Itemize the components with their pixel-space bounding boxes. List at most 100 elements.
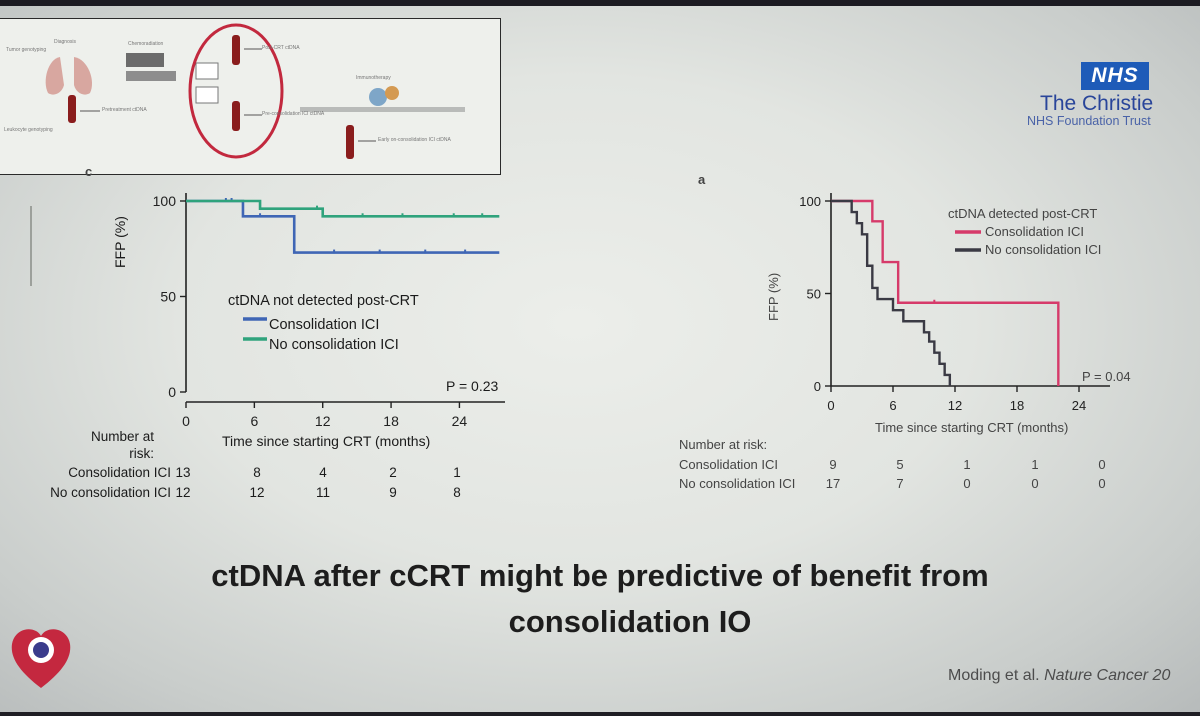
left-y-tick-label: 100 (153, 193, 177, 209)
right-x-axis-label: Time since starting CRT (months) (875, 420, 1069, 435)
headline-line-2: consolidation IO (508, 604, 752, 639)
right-series-line-1 (831, 199, 952, 386)
blood-tube-1 (68, 95, 76, 123)
right-risk-count: 0 (963, 476, 971, 491)
panel-letter-right: a (698, 172, 706, 187)
highlight-circle (188, 23, 284, 159)
left-p-value: P = 0.23 (446, 378, 499, 394)
photo-top-edge (0, 0, 1200, 6)
left-risk-count: 2 (389, 465, 397, 480)
panel-letter-left: c (85, 164, 93, 179)
left-series (186, 198, 500, 341)
schematic-label: Pretreatment ctDNA (102, 107, 147, 113)
left-risk-count: 8 (453, 485, 461, 500)
right-risk-count: 17 (825, 476, 841, 491)
left-legend-title: ctDNA not detected post-CRT (228, 293, 419, 309)
blood-tube-3 (232, 101, 240, 131)
blood-tube-4 (346, 125, 354, 159)
right-legend-label-no-consolidation: No consolidation ICI (985, 242, 1102, 257)
citation-authors: Moding et al. (948, 667, 1040, 684)
schematic-label: Leukocyte genotyping (4, 127, 53, 133)
left-risk-header: Number at risk: (90, 429, 154, 461)
citation: Moding et al. Nature Cancer 20 (948, 667, 1170, 685)
study-schematic-inset: Tumor genotyping Diagnosis Leukocyte gen… (0, 18, 501, 175)
citation-journal: Nature Cancer 20 (1044, 667, 1171, 684)
slide-edge-mark (30, 206, 32, 286)
org-subtitle: NHS Foundation Trust (1027, 114, 1151, 128)
schematic-drawing (45, 23, 465, 159)
right-legend-label-consolidation: Consolidation ICI (985, 224, 1084, 239)
right-risk-count: 1 (1031, 457, 1039, 472)
headline-line-1: ctDNA after cCRT might be predictive of … (211, 558, 989, 593)
heart-logo (11, 629, 71, 688)
immune-cell-1 (369, 88, 387, 106)
left-risk-count: 12 (249, 485, 265, 500)
right-series-line-0 (831, 199, 1060, 386)
right-risk-count: 1 (963, 457, 971, 472)
schematic-label: Post-CRT ctDNA (262, 45, 300, 51)
left-x-tick-label: 6 (250, 413, 258, 429)
left-risk-count: 4 (319, 465, 327, 480)
right-x-tick-label: 0 (827, 398, 834, 413)
left-risk-count: 11 (315, 485, 330, 500)
lung-left-shape (45, 57, 64, 95)
schedule-box-2 (195, 86, 219, 104)
schematic-label: Pre-consolidation ICI ctDNA (262, 111, 325, 117)
right-y-tick-label: 100 (799, 194, 821, 209)
right-risk-count: 0 (1031, 476, 1039, 491)
ct-machine-bed (126, 71, 176, 81)
right-risk-count: 0 (1098, 457, 1106, 472)
right-y-axis-label: FFP (%) (766, 272, 781, 321)
right-risk-header: Number at risk: (679, 437, 768, 452)
immune-cell-2 (385, 86, 399, 100)
right-risk-count: 5 (896, 457, 904, 472)
schematic-label: Chemoradiation (128, 41, 164, 47)
schematic-label: Tumor genotyping (6, 47, 47, 53)
left-x-tick-label: 12 (315, 413, 331, 429)
right-risk-count: 7 (896, 476, 904, 491)
left-risk-count: 1 (453, 465, 461, 480)
left-axes: 0 50 100 0 6 12 18 24 (153, 193, 505, 429)
left-risk-count: 8 (253, 465, 261, 480)
org-name: The Christie (1040, 92, 1154, 115)
schematic-label: Immunotherapy (356, 75, 391, 81)
right-y-tick-label: 0 (814, 379, 821, 394)
left-x-tick-label: 0 (182, 413, 190, 429)
right-x-tick-label: 18 (1010, 398, 1024, 413)
lung-right-shape (74, 57, 93, 95)
km-plot-ctdna-detected: 0 50 100 0 6 12 18 24 (799, 193, 1110, 413)
nhs-logo-badge: NHS (1081, 62, 1149, 90)
logo-core (33, 642, 49, 658)
left-x-tick-label: 24 (452, 413, 468, 429)
left-risk-count: 9 (389, 485, 397, 500)
left-legend-label-consolidation: Consolidation ICI (269, 317, 380, 333)
schematic-label: Early on-consolidation ICI ctDNA (378, 137, 451, 143)
left-risk-count: 12 (175, 485, 191, 500)
right-legend-title: ctDNA detected post-CRT (948, 206, 1098, 221)
right-series (831, 199, 1060, 386)
km-plot-ctdna-not-detected: 0 50 100 0 6 12 18 24 (153, 193, 505, 429)
right-axes: 0 50 100 0 6 12 18 24 (799, 193, 1110, 413)
right-risk-row-label: No consolidation ICI (679, 476, 796, 491)
timeline-bar (300, 107, 465, 112)
left-y-tick-label: 0 (168, 384, 176, 400)
left-risk-row-label: No consolidation ICI (50, 485, 171, 500)
right-x-tick-label: 24 (1072, 398, 1086, 413)
left-y-tick-label: 50 (160, 289, 176, 305)
left-x-axis-label: Time since starting CRT (months) (222, 433, 431, 449)
right-p-value: P = 0.04 (1082, 369, 1131, 384)
ct-machine-top (126, 53, 164, 67)
right-x-tick-label: 12 (948, 398, 962, 413)
left-x-tick-label: 18 (383, 413, 399, 429)
left-risk-row-label: Consolidation ICI (68, 465, 171, 480)
right-risk-row-label: Consolidation ICI (679, 457, 778, 472)
left-risk-count: 13 (175, 465, 191, 480)
blood-tube-2 (232, 35, 240, 65)
right-risk-count: 9 (829, 457, 837, 472)
schedule-box-1 (195, 62, 219, 80)
right-y-tick-label: 50 (807, 287, 821, 302)
left-series-line-1 (186, 199, 500, 218)
right-x-tick-label: 6 (889, 398, 896, 413)
left-legend-label-no-consolidation: No consolidation ICI (269, 337, 399, 353)
schematic-label: Diagnosis (54, 39, 76, 45)
